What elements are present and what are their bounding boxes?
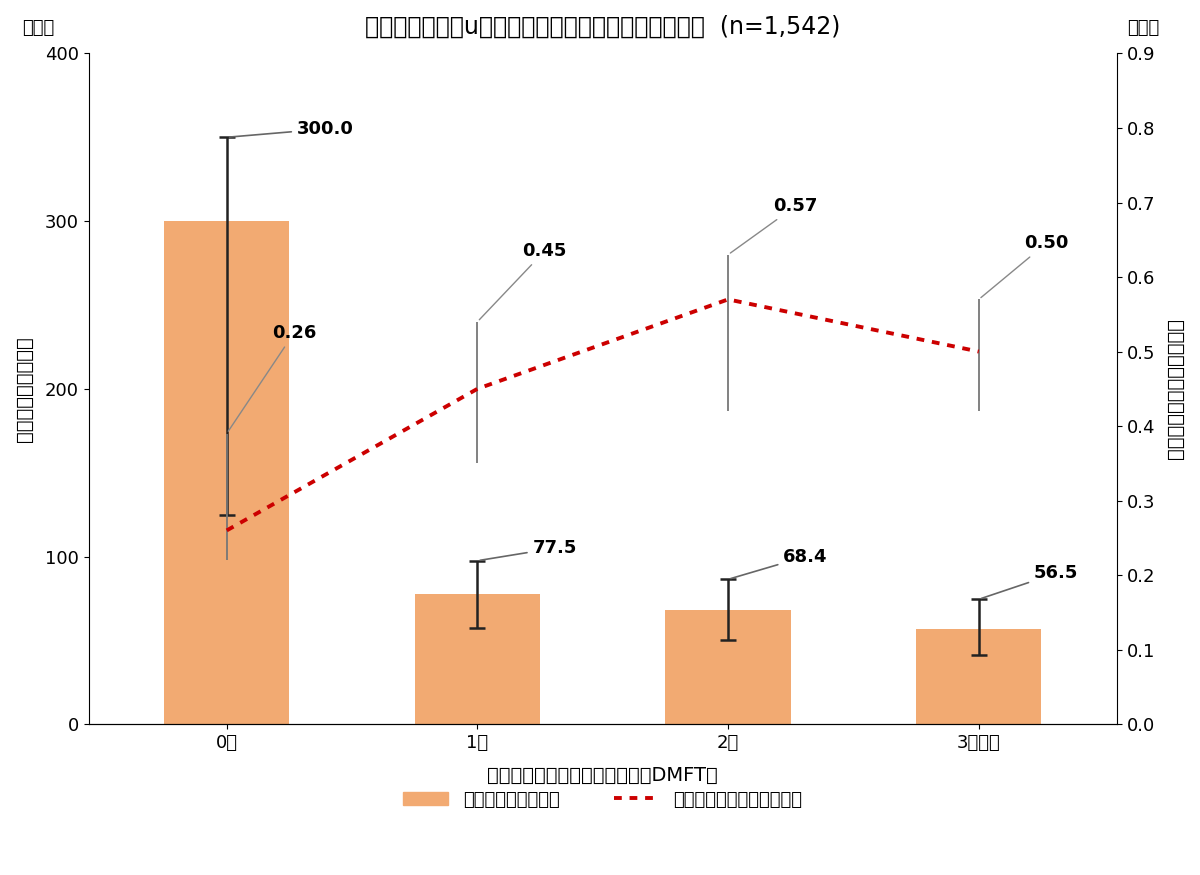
Y-axis label: う螵罅患歯数の合計: う螵罅患歯数の合計 — [14, 336, 34, 442]
Y-axis label: １人当たりのう螵罅患本数: １人当たりのう螵罅患本数 — [1166, 318, 1186, 459]
Text: 0.26: 0.26 — [228, 324, 317, 431]
Text: 0.45: 0.45 — [479, 242, 566, 319]
Bar — [666, 610, 791, 724]
Text: 300.0: 300.0 — [229, 120, 354, 138]
Title: 小学生におけるu螵のリスクとう螵の罅患本数の合計  (n=1,542): 小学生におけるu螵のリスクとう螵の罅患本数の合計 (n=1,542) — [365, 15, 840, 39]
Bar — [415, 594, 540, 724]
Text: 56.5: 56.5 — [982, 564, 1079, 598]
Bar — [164, 221, 289, 724]
Text: 77.5: 77.5 — [480, 539, 577, 560]
Bar — [916, 629, 1042, 724]
Text: 68.4: 68.4 — [731, 548, 828, 578]
X-axis label: 最初の時点でのう螵罅患歯数（DMFT）: 最初の時点でのう螵罅患歯数（DMFT） — [487, 766, 718, 785]
Text: 0.50: 0.50 — [980, 234, 1068, 298]
Text: 0.57: 0.57 — [731, 197, 817, 253]
Legend: う螵罅患歯数の合計, １人当たりのう螵罅患本数: う螵罅患歯数の合計, １人当たりのう螵罅患本数 — [396, 783, 810, 816]
Text: （本）: （本） — [22, 18, 54, 37]
Text: （本）: （本） — [1127, 18, 1159, 37]
